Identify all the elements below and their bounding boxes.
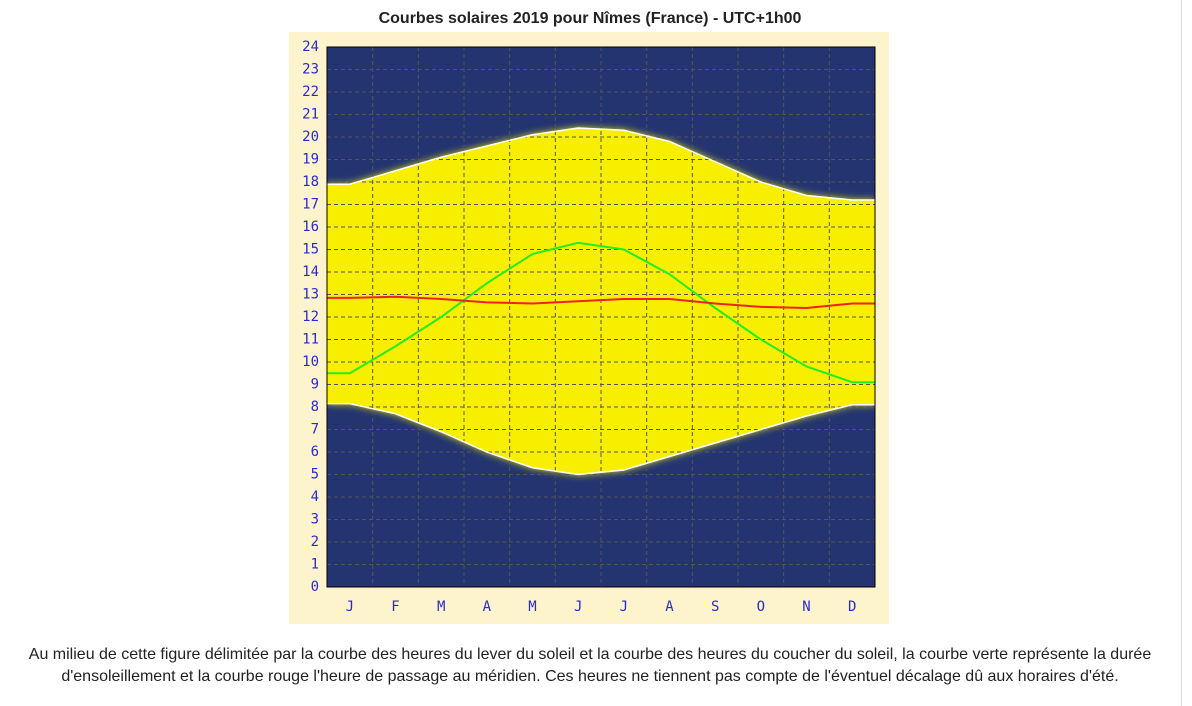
y-tick-label: 16 — [302, 219, 319, 235]
y-tick-label: 0 — [311, 579, 319, 595]
y-tick-label: 11 — [302, 332, 319, 348]
x-tick-label: F — [391, 599, 399, 615]
y-tick-label: 15 — [302, 242, 319, 258]
y-tick-label: 19 — [302, 152, 319, 168]
frame-edge — [1181, 0, 1182, 706]
y-tick-label: 23 — [302, 62, 319, 78]
y-tick-label: 18 — [302, 174, 319, 190]
series-line — [327, 127, 875, 201]
y-tick-label: 1 — [311, 557, 319, 573]
y-tick-label: 5 — [311, 467, 319, 483]
x-tick-label: S — [711, 599, 719, 615]
x-tick-label: M — [528, 599, 536, 615]
series-line — [327, 241, 875, 384]
y-tick-label: 8 — [311, 399, 319, 415]
y-tick-label: 4 — [311, 489, 319, 505]
x-tick-label: J — [574, 599, 582, 615]
x-tick-label: M — [437, 599, 445, 615]
x-tick-label: A — [483, 599, 492, 615]
y-tick-label: 2 — [311, 534, 319, 550]
y-tick-label: 12 — [302, 309, 319, 325]
y-tick-label: 6 — [311, 444, 319, 460]
x-tick-label: J — [620, 599, 628, 615]
x-tick-label: J — [346, 599, 354, 615]
chart-title: Courbes solaires 2019 pour Nîmes (France… — [378, 10, 802, 27]
x-tick-label: A — [665, 599, 674, 615]
x-tick-label: O — [757, 599, 765, 615]
x-tick-label: N — [802, 599, 810, 615]
y-tick-label: 22 — [302, 84, 319, 100]
y-tick-label: 9 — [311, 377, 319, 393]
y-tick-label: 13 — [302, 287, 319, 303]
caption: Au milieu de cette figure délimitée par … — [28, 646, 1152, 685]
y-tick-label: 3 — [311, 512, 319, 528]
y-tick-label: 17 — [302, 197, 319, 213]
chart: 0123456789101112131415161718192021222324… — [289, 32, 889, 624]
plot-border — [326, 46, 876, 588]
series-line — [327, 295, 875, 310]
y-tick-label: 10 — [302, 354, 319, 370]
y-tick-label: 21 — [302, 107, 319, 123]
series-line — [327, 402, 875, 476]
y-tick-label: 24 — [302, 39, 319, 55]
y-tick-label: 7 — [311, 422, 319, 438]
y-tick-label: 14 — [302, 264, 319, 280]
y-tick-label: 20 — [302, 129, 319, 145]
x-tick-label: D — [848, 599, 856, 615]
plot — [327, 47, 875, 587]
